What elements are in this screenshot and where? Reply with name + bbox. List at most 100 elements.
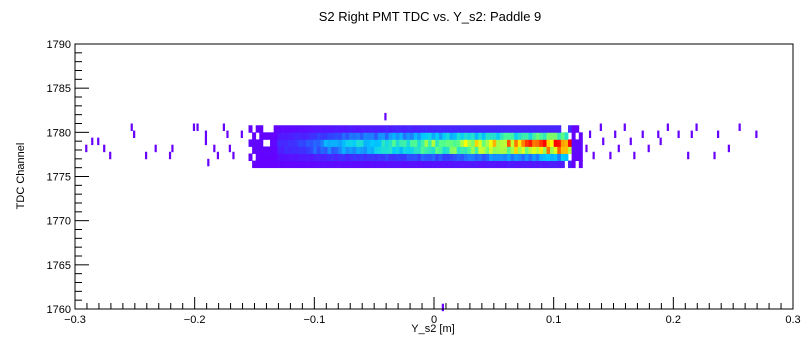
heatmap-bin (359, 139, 364, 147)
heatmap-bin (252, 146, 257, 154)
heatmap-bin (374, 153, 379, 161)
heatmap-bin (305, 146, 310, 154)
heatmap-bin (410, 132, 415, 140)
heatmap-bin (323, 132, 328, 140)
heatmap-bin (456, 139, 461, 147)
heatmap-bin (374, 125, 379, 133)
heatmap-bin (571, 125, 576, 133)
heatmap-bin (485, 146, 490, 154)
heatmap-bin (395, 146, 400, 154)
y-tick-label: 1780 (47, 127, 71, 139)
heatmap-bin (460, 125, 465, 133)
heatmap-bin (248, 153, 253, 161)
heatmap-bin (291, 125, 296, 133)
heatmap-bin (305, 139, 310, 147)
heatmap-bin (535, 139, 540, 147)
heatmap-bin (435, 146, 440, 154)
heatmap-bin (341, 153, 346, 161)
heatmap-bin (377, 139, 382, 147)
heatmap-bin (334, 125, 339, 133)
heatmap-bin (449, 153, 454, 161)
heatmap-bin (291, 153, 296, 161)
heatmap-bin (381, 160, 386, 169)
heatmap-bin (442, 125, 447, 133)
heatmap-bin (255, 125, 260, 133)
heatmap-bin (492, 132, 497, 140)
heatmap-bin (557, 160, 562, 169)
heatmap-bin (489, 139, 494, 147)
heatmap-bin (542, 139, 547, 147)
heatmap-bin (302, 139, 307, 147)
heatmap-bin (713, 151, 716, 160)
heatmap-bin (460, 160, 465, 169)
heatmap-bin (266, 132, 271, 140)
heatmap-bin (280, 132, 285, 140)
heatmap-bin (288, 139, 292, 147)
heatmap-bin (302, 153, 307, 161)
heatmap-bin (363, 146, 368, 154)
heatmap-bin (535, 160, 540, 169)
heatmap-bin (327, 139, 332, 147)
heatmap-bin (478, 125, 483, 133)
heatmap-bin (309, 125, 314, 133)
heatmap-bin (406, 160, 411, 169)
heatmap-bin (507, 153, 511, 161)
heatmap-bin (578, 160, 583, 169)
heatmap-bin (413, 125, 418, 133)
heatmap-bin (291, 146, 296, 154)
heatmap-bin (467, 139, 472, 147)
heatmap-bin (438, 146, 443, 154)
heatmap-bin (532, 160, 537, 169)
heatmap-bin (255, 153, 260, 161)
heatmap-bin (381, 146, 386, 154)
heatmap-bin (341, 139, 346, 147)
heatmap-bin (352, 139, 357, 147)
heatmap-bin (406, 139, 411, 147)
heatmap-bin (503, 153, 508, 161)
heatmap-bin (514, 132, 519, 140)
heatmap-bin (481, 139, 486, 147)
heatmap-bin (410, 146, 415, 154)
heatmap-bin (359, 125, 364, 133)
heatmap-bin (309, 160, 314, 169)
heatmap-bin (413, 153, 418, 161)
heatmap-bin (517, 153, 522, 161)
heatmap-bin (240, 130, 243, 139)
heatmap-bin (492, 146, 497, 154)
heatmap-bin (270, 132, 275, 140)
heatmap-bin (410, 139, 415, 147)
heatmap-bin (578, 146, 583, 154)
heatmap-bin (302, 146, 307, 154)
heatmap-bin (585, 144, 588, 153)
heatmap-bin (553, 139, 558, 147)
heatmap-bin (578, 139, 583, 147)
heatmap-bin (316, 153, 321, 161)
heatmap-bin (255, 160, 260, 169)
heatmap-bin (609, 151, 612, 160)
heatmap-bin (259, 153, 264, 161)
heatmap-bin (356, 125, 361, 133)
heatmap-bin (255, 139, 260, 147)
heatmap-bin (560, 139, 565, 147)
heatmap-bin (280, 153, 285, 161)
heatmap-bin (453, 146, 458, 154)
heatmap-bin (406, 125, 411, 133)
heatmap-bin (273, 153, 278, 161)
heatmap-bin (145, 151, 148, 160)
heatmap-bin (222, 123, 225, 131)
heatmap-bin (331, 132, 336, 140)
heatmap-bin (309, 132, 314, 140)
heatmap-bin (657, 130, 660, 139)
heatmap-bin (402, 160, 407, 169)
heatmap-bin (496, 146, 501, 154)
heatmap-bin (571, 132, 576, 140)
heatmap-bin (492, 139, 497, 147)
heatmap-bin (349, 125, 354, 133)
heatmap-bin (435, 125, 440, 133)
heatmap-bin (553, 125, 558, 133)
heatmap-bin (474, 153, 479, 161)
heatmap-bin (460, 153, 465, 161)
heatmap-bin (305, 153, 310, 161)
heatmap-bin (327, 146, 332, 154)
heatmap-bin (424, 125, 429, 133)
